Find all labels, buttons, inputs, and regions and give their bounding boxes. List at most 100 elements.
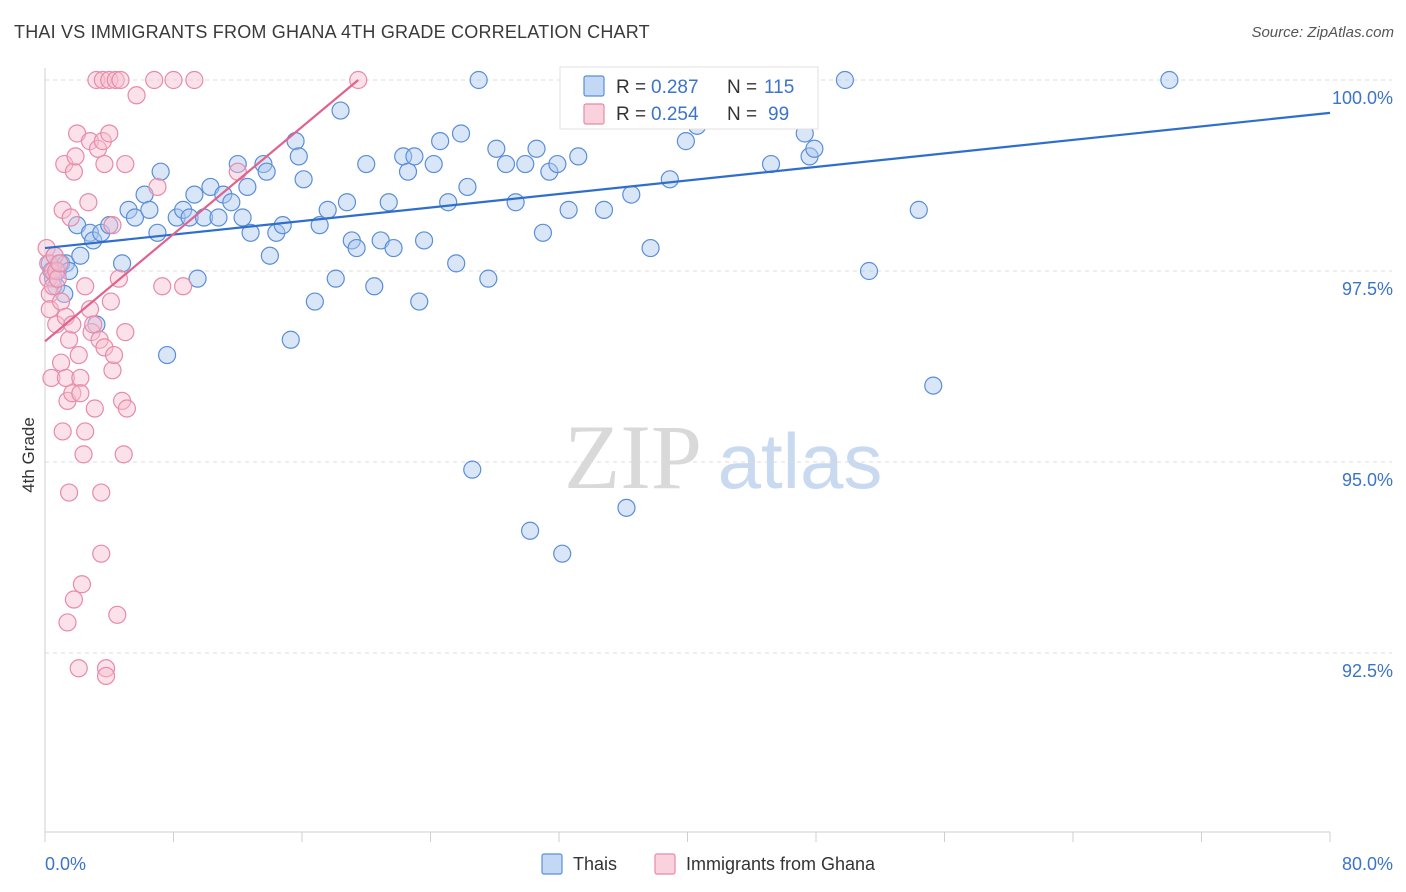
data-point bbox=[209, 208, 228, 227]
data-point bbox=[405, 147, 424, 166]
y-tick-label: 95.0% bbox=[1342, 470, 1393, 490]
data-point bbox=[469, 70, 488, 90]
legend-r-label-ghana: R = bbox=[616, 104, 646, 125]
data-point bbox=[87, 70, 106, 90]
data-point bbox=[48, 269, 67, 288]
data-point bbox=[384, 238, 403, 258]
data-point bbox=[112, 254, 132, 273]
data-point bbox=[835, 70, 855, 90]
data-point bbox=[594, 200, 614, 219]
data-point bbox=[148, 223, 167, 242]
data-point bbox=[641, 238, 660, 258]
data-point bbox=[103, 361, 122, 380]
data-point bbox=[924, 376, 943, 395]
data-point bbox=[104, 345, 124, 365]
data-point bbox=[114, 445, 133, 464]
data-point bbox=[108, 605, 127, 624]
trendlines bbox=[44, 79, 1331, 343]
data-point bbox=[496, 154, 516, 174]
data-point bbox=[228, 162, 247, 181]
data-point bbox=[64, 590, 84, 609]
data-point bbox=[622, 185, 641, 204]
data-point bbox=[294, 170, 313, 189]
data-point bbox=[805, 139, 824, 158]
data-point bbox=[289, 147, 308, 166]
data-point bbox=[80, 300, 100, 319]
data-point bbox=[42, 368, 61, 388]
legend-r-label-thais: R = bbox=[616, 77, 646, 98]
data-point bbox=[676, 132, 695, 151]
data-point bbox=[71, 368, 90, 388]
data-point bbox=[487, 139, 506, 158]
data-point bbox=[93, 132, 112, 151]
legend-n-value-thais: 115 bbox=[764, 77, 794, 98]
data-point bbox=[76, 277, 95, 296]
data-point bbox=[260, 246, 279, 265]
data-point bbox=[548, 154, 567, 174]
data-point bbox=[233, 208, 252, 227]
data-point bbox=[174, 277, 193, 296]
data-point bbox=[85, 399, 104, 418]
data-point bbox=[281, 330, 300, 349]
data-point bbox=[410, 292, 429, 311]
data-point bbox=[148, 177, 167, 197]
data-point bbox=[185, 185, 204, 204]
data-point bbox=[51, 353, 71, 372]
data-point bbox=[909, 200, 928, 219]
data-point bbox=[92, 483, 111, 502]
data-point bbox=[533, 223, 553, 242]
bottom-legend: Thais Immigrants from Ghana bbox=[541, 853, 876, 875]
data-point bbox=[559, 200, 578, 219]
data-point bbox=[103, 216, 122, 235]
data-point bbox=[273, 216, 292, 235]
data-point bbox=[92, 544, 111, 563]
data-point bbox=[520, 521, 540, 540]
watermark-zip: ZIP bbox=[564, 406, 702, 508]
tick-labels: 92.5% 95.0% 97.5% 100.0% 0.0% 80.0% bbox=[45, 88, 1393, 874]
legend-swatch-thais bbox=[583, 75, 605, 97]
data-point bbox=[119, 200, 138, 219]
data-point bbox=[424, 154, 443, 174]
data-point bbox=[100, 124, 119, 143]
data-point bbox=[222, 193, 241, 212]
data-point bbox=[326, 269, 345, 288]
data-point bbox=[93, 70, 112, 90]
data-point bbox=[66, 147, 85, 166]
data-point bbox=[365, 277, 384, 296]
legend-n-value-ghana: 99 bbox=[768, 104, 789, 125]
data-point bbox=[50, 254, 69, 273]
data-point bbox=[101, 292, 120, 311]
data-point bbox=[458, 177, 477, 197]
data-point bbox=[76, 422, 95, 441]
data-point bbox=[180, 208, 199, 227]
data-point bbox=[228, 154, 247, 174]
data-point bbox=[379, 193, 398, 212]
y-tick-label: 92.5% bbox=[1342, 661, 1393, 681]
data-point bbox=[859, 261, 879, 281]
legend-n-label-thais: N = bbox=[727, 77, 757, 98]
data-point bbox=[116, 323, 135, 342]
data-point bbox=[151, 162, 170, 181]
data-point bbox=[84, 315, 103, 334]
legend-n-label-ghana: N = bbox=[727, 104, 757, 125]
data-point bbox=[617, 498, 636, 517]
y-axis-label: 4th Grade bbox=[19, 417, 38, 493]
data-point bbox=[53, 422, 72, 441]
data-point bbox=[61, 208, 80, 227]
data-point bbox=[69, 659, 88, 678]
data-point bbox=[174, 200, 193, 219]
data-point bbox=[71, 246, 90, 265]
trendline-ghana bbox=[44, 79, 359, 343]
legend-r-value-ghana: 0.254 bbox=[651, 104, 699, 125]
x-tick-label-min: 0.0% bbox=[45, 854, 86, 874]
data-point bbox=[116, 154, 135, 174]
data-point bbox=[64, 162, 84, 181]
series-ghana bbox=[37, 70, 368, 686]
data-point bbox=[347, 238, 366, 258]
data-point bbox=[167, 208, 186, 227]
data-point bbox=[337, 193, 357, 212]
data-point bbox=[127, 86, 146, 105]
data-point bbox=[414, 231, 434, 250]
data-point bbox=[95, 154, 114, 174]
